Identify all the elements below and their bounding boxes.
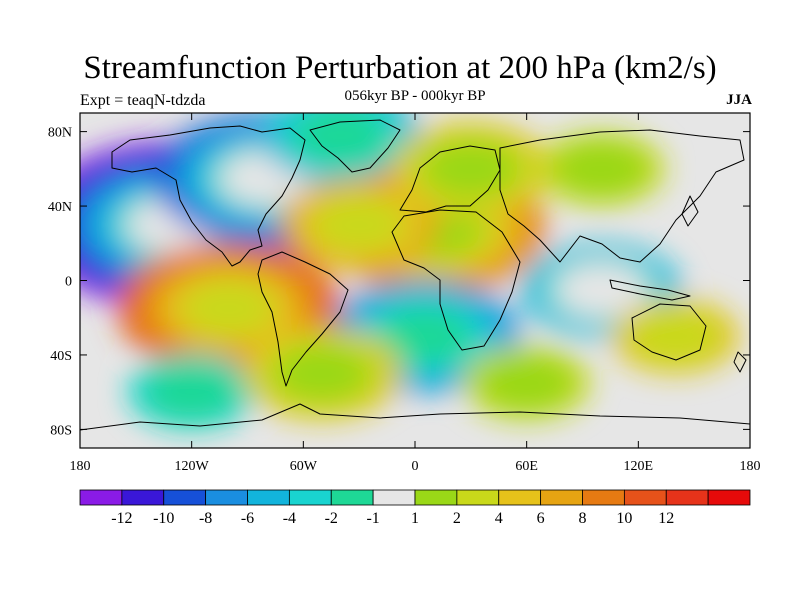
map-panel: 80N 40N 0 40S 80S 180 120W 60W 0 60E 120E 180 xyxy=(48,112,761,474)
colorbar-label: 4 xyxy=(495,510,503,527)
lon-label: 0 xyxy=(412,459,419,474)
colorbar-swatch xyxy=(582,489,625,506)
field-southeast-pacific-high-4 xyxy=(181,280,277,337)
coastline-north-america xyxy=(111,125,306,267)
colorbar-label: -10 xyxy=(153,510,174,527)
colorbar-swatch xyxy=(456,489,500,506)
longitude-labels: 180 120W 60W 0 60E 120E 180 xyxy=(70,459,761,474)
streamfunction-field xyxy=(80,113,740,430)
colorbar-swatch xyxy=(247,489,290,506)
field-siberia-high-1 xyxy=(553,140,649,197)
lon-label: 180 xyxy=(740,459,761,474)
colorbar-swatch xyxy=(372,489,416,506)
colorbar-swatch xyxy=(414,489,458,506)
field-europe-high-2 xyxy=(422,140,519,197)
lon-label: 60W xyxy=(290,459,318,474)
colorbar-label: 2 xyxy=(453,510,461,527)
field-indian-ocean-low-2 xyxy=(553,261,649,318)
season-label: JJA xyxy=(726,92,752,108)
colorbar-swatch xyxy=(623,489,667,506)
lon-label: 60E xyxy=(515,459,538,474)
period-label: 056kyr BP - 000kyr BP xyxy=(344,88,486,104)
coastline-asia xyxy=(499,129,745,263)
latitude-labels: 80N 40N 0 40S 80S xyxy=(48,126,72,439)
colorbar-label: 12 xyxy=(658,510,674,527)
lon-label: 120W xyxy=(175,459,210,474)
colorbar-swatch xyxy=(665,489,709,506)
coastlines xyxy=(80,119,750,431)
coastline-antarctica xyxy=(80,403,750,431)
field-south-america-high-2 xyxy=(274,345,370,402)
colorbar-label: -12 xyxy=(111,510,132,527)
colorbar-label: 1 xyxy=(411,510,419,527)
lon-label: 120E xyxy=(624,459,654,474)
colorbar-label: -8 xyxy=(199,510,212,527)
axis-ticks xyxy=(79,113,751,448)
colorbar-swatch xyxy=(163,489,207,506)
colorbar-swatch xyxy=(707,489,751,506)
colorbar-swatch xyxy=(288,489,332,506)
lat-label: 40N xyxy=(48,200,72,215)
coastline-europe xyxy=(399,145,501,213)
colorbar-swatch xyxy=(540,489,583,506)
lon-label: 180 xyxy=(70,459,91,474)
coastline-indonesia xyxy=(609,279,691,301)
colorbar-swatch xyxy=(79,489,123,506)
field-south-indian-high-1 xyxy=(478,354,575,411)
colorbar-swatch xyxy=(330,489,374,506)
colorbar-swatch xyxy=(205,489,248,506)
experiment-label: Expt = teaqN-tdzda xyxy=(80,92,206,109)
lat-label: 80S xyxy=(50,423,72,438)
coastline-australia xyxy=(631,303,707,361)
coastline-new-zealand xyxy=(733,351,747,373)
coastline-south-america xyxy=(257,251,349,387)
figure-title: Streamfunction Perturbation at 200 hPa (… xyxy=(83,50,717,86)
colorbar: -12 -10 -8 -6 -4 -2 -1 1 2 4 6 8 10 12 xyxy=(79,489,751,527)
colorbar-label: -4 xyxy=(283,510,296,527)
lat-label: 40S xyxy=(50,349,72,364)
colorbar-label: -1 xyxy=(366,510,379,527)
colorbar-label: -2 xyxy=(325,510,338,527)
colorbar-label: 10 xyxy=(616,510,632,527)
colorbar-swatch xyxy=(121,489,165,506)
coastline-greenland xyxy=(309,119,401,173)
field-australia-high-1 xyxy=(627,308,724,365)
field-southern-ocean-low-1 xyxy=(143,364,240,421)
field-south-atlantic-low-3 xyxy=(376,308,473,365)
colorbar-label: 6 xyxy=(537,510,545,527)
colorbar-label: 8 xyxy=(579,510,587,527)
colorbar-label: -6 xyxy=(241,510,254,527)
field-atlantic-high-2 xyxy=(311,196,408,253)
lat-label: 0 xyxy=(65,275,72,290)
field-north-atlantic-low-2 xyxy=(292,113,389,164)
coastline-africa xyxy=(391,209,521,351)
coastline-japan xyxy=(681,195,699,227)
lat-label: 80N xyxy=(48,126,72,141)
colorbar-swatch xyxy=(498,489,542,506)
